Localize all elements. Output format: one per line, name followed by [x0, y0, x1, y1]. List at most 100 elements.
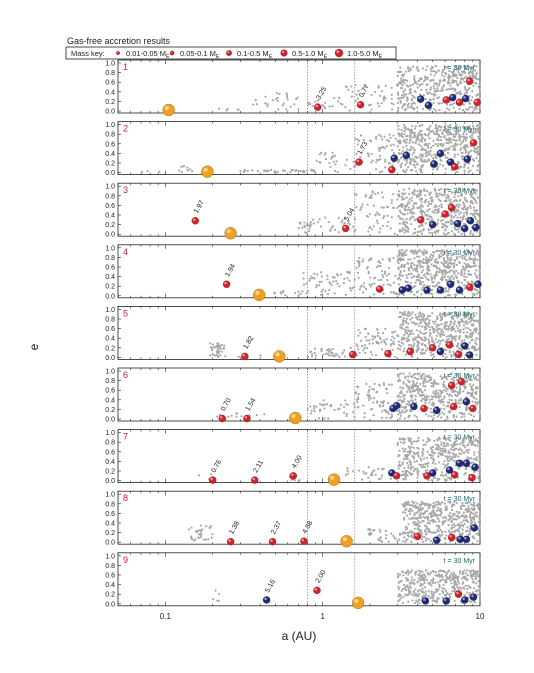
swarm-point	[402, 136, 404, 138]
swarm-point	[420, 377, 422, 379]
swarm-point	[386, 417, 388, 419]
swarm-point	[445, 148, 447, 150]
swarm-point	[353, 416, 355, 418]
swarm-point	[375, 161, 377, 163]
swarm-point	[420, 265, 422, 267]
swarm-point	[387, 283, 389, 285]
swarm-point	[371, 472, 373, 474]
swarm-point	[456, 383, 458, 385]
swarm-point	[348, 279, 350, 281]
swarm-point	[402, 259, 404, 261]
swarm-point	[400, 134, 402, 136]
swarm-point	[412, 83, 414, 85]
swarm-point	[391, 87, 393, 89]
swarm-point	[399, 249, 401, 251]
swarm-point	[421, 349, 423, 351]
swarm-point	[466, 91, 468, 93]
swarm-point	[414, 323, 416, 325]
swarm-point	[436, 335, 438, 337]
swarm-point	[434, 463, 436, 465]
swarm-point	[305, 282, 307, 284]
swarm-point	[383, 136, 385, 138]
swarm-point	[458, 399, 460, 401]
swarm-point	[466, 392, 468, 394]
swarm-point	[477, 220, 479, 222]
swarm-point	[473, 206, 475, 208]
swarm-point	[403, 265, 405, 267]
y-tick-label: 0.0	[105, 293, 115, 300]
planet-marker-shine	[425, 288, 428, 291]
planet-marker-shine	[465, 157, 468, 160]
planet-marker	[349, 351, 356, 358]
swarm-point	[448, 196, 450, 198]
swarm-point	[392, 341, 394, 343]
planet-marker-body	[429, 221, 436, 228]
swarm-point	[437, 328, 439, 330]
swarm-point	[428, 401, 430, 403]
swarm-point	[388, 258, 390, 260]
swarm-point	[448, 288, 450, 290]
swarm-point	[455, 209, 457, 211]
swarm-point	[402, 400, 404, 402]
swarm-point	[209, 342, 211, 344]
swarm-point	[399, 67, 401, 69]
swarm-point	[403, 95, 405, 97]
swarm-point	[429, 232, 431, 234]
swarm-point	[449, 84, 451, 86]
swarm-point	[428, 229, 430, 231]
swarm-point	[440, 188, 442, 190]
swarm-point	[423, 94, 425, 96]
y-tick-label: 1.0	[105, 245, 115, 252]
swarm-point	[411, 99, 413, 101]
swarm-point	[478, 338, 480, 340]
swarm-point	[471, 388, 473, 390]
swarm-point	[399, 210, 401, 212]
swarm-point	[410, 399, 412, 401]
swarm-point	[428, 137, 430, 139]
swarm-point	[373, 397, 375, 399]
swarm-point	[405, 478, 407, 480]
swarm-point	[330, 227, 332, 229]
swarm-point	[453, 337, 455, 339]
swarm-point	[189, 168, 191, 170]
swarm-point	[465, 472, 467, 474]
swarm-point	[451, 230, 453, 232]
swarm-point	[441, 223, 443, 225]
swarm-point	[430, 73, 432, 75]
swarm-point	[406, 403, 408, 405]
swarm-point	[404, 88, 406, 90]
swarm-point	[402, 448, 404, 450]
swarm-point	[466, 213, 468, 215]
planet-marker-body	[355, 158, 362, 165]
swarm-point	[337, 171, 339, 173]
swarm-point	[413, 264, 415, 266]
swarm-point	[424, 326, 426, 328]
swarm-point	[463, 262, 465, 264]
planet-marker	[391, 155, 398, 162]
swarm-point	[471, 335, 473, 337]
swarm-point	[401, 339, 403, 341]
swarm-point	[429, 88, 431, 90]
swarm-point	[422, 286, 424, 288]
swarm-point	[426, 251, 428, 253]
swarm-point	[448, 394, 450, 396]
swarm-point	[266, 105, 268, 107]
swarm-point	[398, 277, 400, 279]
swarm-point	[414, 166, 416, 168]
swarm-point	[314, 347, 316, 349]
swarm-point	[398, 293, 400, 295]
swarm-point	[399, 81, 401, 83]
swarm-point	[284, 170, 286, 172]
swarm-point	[388, 384, 390, 386]
swarm-point	[423, 228, 425, 230]
swarm-point	[297, 96, 299, 98]
giant-planet-marker-shine	[203, 168, 207, 172]
swarm-point	[426, 218, 428, 220]
swarm-point	[399, 348, 401, 350]
swarm-point	[413, 389, 415, 391]
swarm-point	[476, 337, 478, 339]
swarm-point	[443, 413, 445, 415]
swarm-point	[399, 100, 401, 102]
swarm-point	[420, 459, 422, 461]
swarm-point	[297, 108, 299, 110]
